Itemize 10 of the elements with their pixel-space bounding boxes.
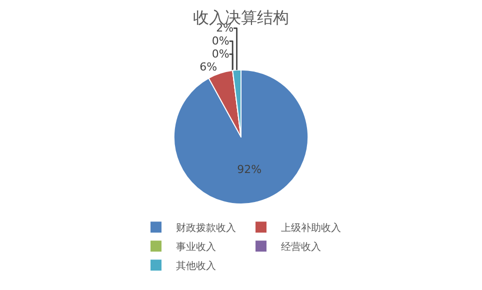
text: 0% <box>212 34 230 48</box>
legend-label: 其他收入 <box>176 260 216 272</box>
pie-slice <box>173 69 309 204</box>
legend-label: 经营收入 <box>281 241 321 253</box>
data-label: 92% <box>237 162 262 176</box>
text: 0% <box>212 48 230 61</box>
legend-label: 事业收入 <box>176 241 216 253</box>
legend-label: 财政拨款收入 <box>176 222 236 234</box>
legend-label: 上级补助收入 <box>281 222 341 234</box>
data-label: 6% <box>200 60 218 74</box>
